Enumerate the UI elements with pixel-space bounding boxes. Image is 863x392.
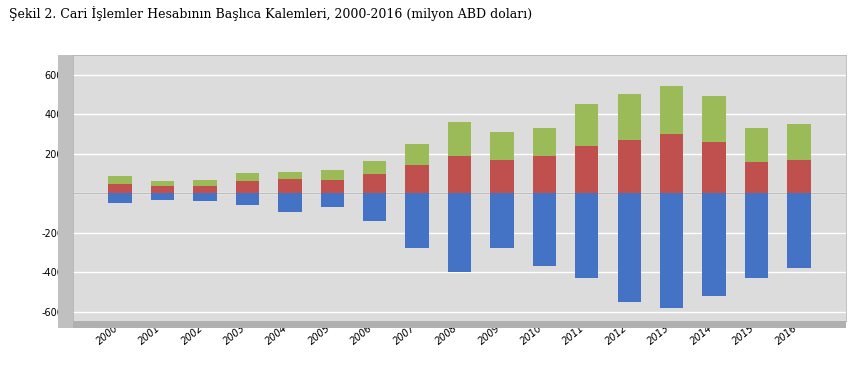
Bar: [278, 193, 301, 212]
Bar: [363, 160, 387, 174]
Bar: [406, 144, 429, 165]
Bar: [236, 193, 259, 205]
Bar: [618, 193, 641, 302]
Bar: [109, 176, 132, 183]
Bar: [363, 174, 387, 193]
Bar: [193, 193, 217, 201]
Bar: [787, 160, 810, 193]
Bar: [745, 193, 768, 278]
Text: Şekil 2. Cari İşlemler Hesabının Başlıca Kalemleri, 2000-2016 (milyon ABD doları: Şekil 2. Cari İşlemler Hesabının Başlıca…: [9, 6, 532, 21]
Bar: [575, 104, 599, 146]
Bar: [151, 193, 174, 200]
Bar: [151, 181, 174, 186]
Bar: [660, 193, 683, 308]
Bar: [532, 156, 556, 193]
Bar: [151, 186, 174, 193]
Bar: [320, 171, 344, 180]
Bar: [448, 156, 471, 193]
Bar: [278, 172, 301, 179]
Bar: [278, 179, 301, 193]
Bar: [702, 193, 726, 296]
Bar: [406, 165, 429, 193]
Bar: [787, 124, 810, 160]
Bar: [109, 183, 132, 193]
Bar: [702, 96, 726, 142]
Bar: [236, 173, 259, 181]
Bar: [363, 193, 387, 221]
Bar: [618, 140, 641, 193]
Bar: [320, 193, 344, 207]
Bar: [532, 193, 556, 266]
Bar: [660, 134, 683, 193]
Bar: [490, 132, 513, 160]
Bar: [448, 193, 471, 272]
Bar: [745, 162, 768, 193]
Bar: [406, 193, 429, 249]
Bar: [109, 193, 132, 203]
Bar: [320, 180, 344, 193]
Bar: [702, 142, 726, 193]
Bar: [490, 193, 513, 249]
Bar: [787, 193, 810, 268]
Bar: [575, 193, 599, 278]
Bar: [575, 146, 599, 193]
Bar: [490, 160, 513, 193]
Bar: [618, 94, 641, 140]
Bar: [745, 128, 768, 162]
Bar: [532, 128, 556, 156]
Bar: [236, 181, 259, 193]
Bar: [448, 122, 471, 156]
Bar: [193, 185, 217, 193]
Bar: [193, 180, 217, 185]
Bar: [660, 87, 683, 134]
